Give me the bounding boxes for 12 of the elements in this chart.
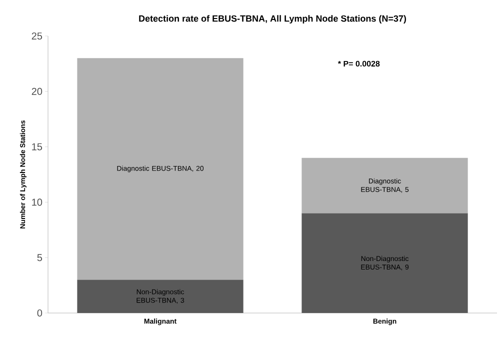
y-tick-label: 25 <box>32 32 42 40</box>
y-tick-label: 10 <box>32 198 42 206</box>
annotation: * P= 0.0028 <box>338 60 380 67</box>
bar <box>77 58 244 280</box>
y-tick-label: 20 <box>32 88 42 95</box>
y-tick-label: 5 <box>37 254 42 262</box>
bar <box>302 213 468 313</box>
y-tick-label: 0 <box>37 309 42 317</box>
y-tick-label: 15 <box>32 143 42 150</box>
bar <box>302 158 468 214</box>
chart-title: Detection rate of EBUS-TBNA, All Lymph Node Stations (N=37) <box>139 15 406 24</box>
bar <box>77 280 244 313</box>
